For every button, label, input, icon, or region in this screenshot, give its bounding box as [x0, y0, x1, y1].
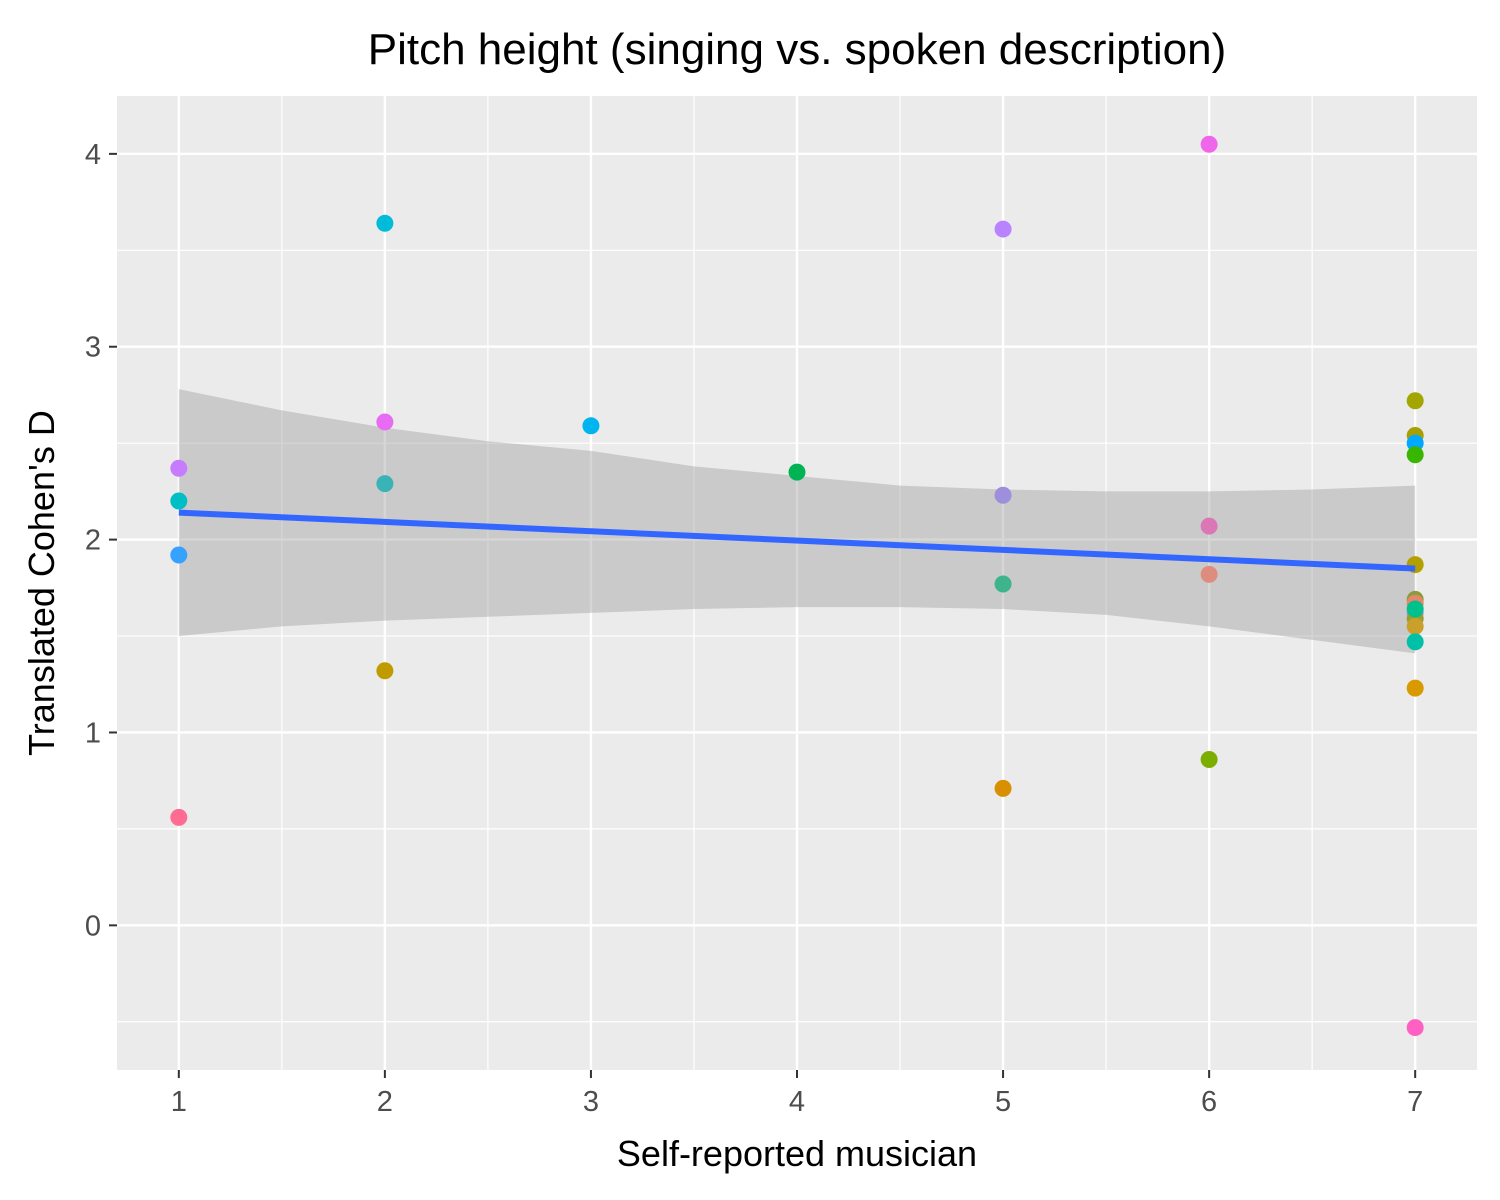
x-tick-label: 4	[789, 1086, 805, 1118]
data-point	[376, 413, 394, 431]
data-point	[1200, 517, 1218, 535]
data-point	[170, 459, 188, 477]
confidence-band	[178, 389, 1416, 654]
x-tick-label: 7	[1407, 1086, 1423, 1118]
data-point	[170, 808, 188, 826]
y-tick-label: 3	[85, 332, 101, 364]
y-axis-title: Translated Cohen's D	[21, 410, 62, 756]
y-tick-label: 4	[85, 139, 101, 171]
data-point	[170, 492, 188, 510]
x-axis-title: Self-reported musician	[617, 1133, 977, 1174]
data-point	[994, 486, 1012, 504]
trend-line-layer	[178, 509, 1416, 572]
data-point	[1406, 1019, 1424, 1037]
data-point	[1406, 392, 1424, 410]
x-tick-label: 3	[583, 1086, 599, 1118]
x-tick-label: 6	[1201, 1086, 1217, 1118]
trend-line	[178, 509, 1416, 572]
chart-title: Pitch height (singing vs. spoken descrip…	[368, 25, 1226, 74]
data-point	[170, 546, 188, 564]
data-point	[1406, 633, 1424, 651]
data-point	[582, 417, 600, 435]
data-point	[1406, 679, 1424, 697]
data-point	[1406, 600, 1424, 618]
y-tick-label: 0	[85, 910, 101, 942]
x-axis-ticks: 1 2 3 4 5 6 7	[171, 1070, 1423, 1118]
x-tick-label: 1	[171, 1086, 187, 1118]
data-point	[1200, 750, 1218, 768]
data-point	[994, 779, 1012, 797]
data-point	[994, 220, 1012, 238]
confidence-band-layer	[178, 389, 1416, 654]
data-point	[1406, 617, 1424, 635]
data-point	[376, 475, 394, 493]
data-point	[1200, 135, 1218, 153]
data-point	[994, 575, 1012, 593]
data-point	[376, 214, 394, 232]
data-point	[1406, 446, 1424, 464]
data-points	[170, 135, 1424, 1037]
major-gridlines	[117, 96, 1477, 1070]
x-tick-label: 5	[995, 1086, 1011, 1118]
x-tick-label: 2	[377, 1086, 393, 1118]
data-point	[1200, 565, 1218, 583]
y-axis-ticks: 0 1 2 3 4	[85, 139, 117, 942]
data-point	[788, 463, 806, 481]
data-point	[376, 662, 394, 680]
y-tick-label: 1	[85, 717, 101, 749]
y-tick-label: 2	[85, 525, 101, 557]
